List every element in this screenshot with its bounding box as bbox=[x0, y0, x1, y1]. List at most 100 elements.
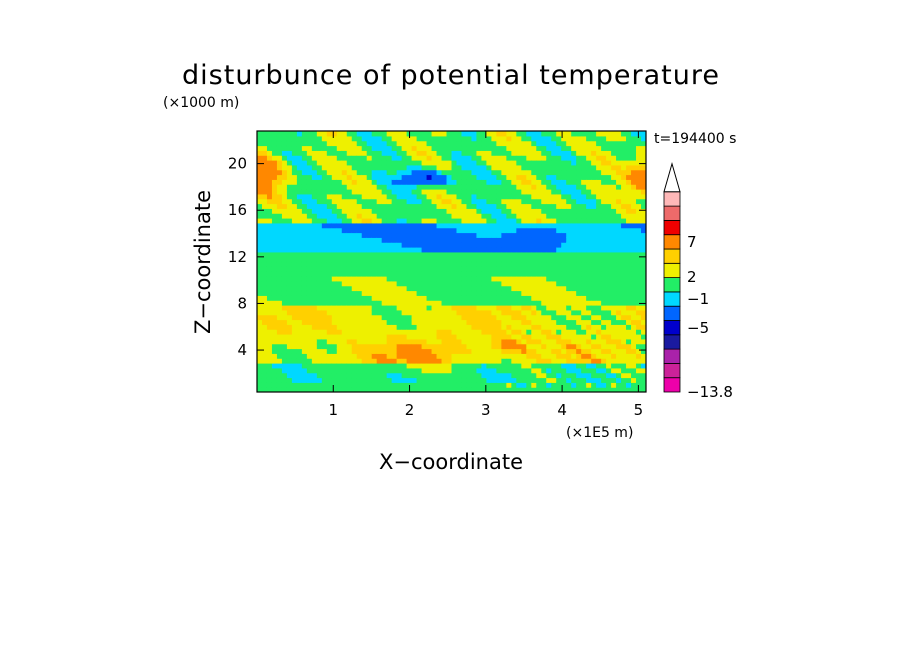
contour-cell bbox=[591, 135, 597, 142]
contour-cell bbox=[306, 261, 313, 267]
contour-cell bbox=[321, 338, 328, 345]
contour-cell bbox=[461, 222, 468, 229]
contour-cell bbox=[261, 324, 268, 330]
contour-cell bbox=[266, 150, 273, 156]
contour-cell bbox=[506, 319, 512, 325]
contour-cell bbox=[321, 353, 328, 359]
contour-cell bbox=[301, 372, 308, 379]
contour-cell bbox=[536, 382, 542, 388]
contour-cell bbox=[561, 131, 567, 137]
contour-cell bbox=[356, 251, 363, 258]
contour-cell bbox=[566, 164, 572, 171]
contour-cell bbox=[626, 174, 632, 180]
contour-cell bbox=[326, 372, 333, 379]
contour-cell bbox=[636, 237, 642, 243]
contour-cell bbox=[466, 387, 473, 392]
contour-cell bbox=[396, 198, 403, 205]
contour-cell bbox=[401, 198, 408, 205]
contour-cell bbox=[271, 222, 278, 229]
contour-cell bbox=[441, 290, 448, 296]
contour-cell bbox=[376, 227, 383, 234]
contour-cell bbox=[456, 242, 463, 248]
contour-cell bbox=[436, 309, 443, 316]
contour-cell bbox=[551, 290, 557, 296]
contour-cell bbox=[476, 363, 483, 369]
contour-cell bbox=[316, 179, 323, 185]
contour-cell bbox=[631, 305, 637, 311]
contour-cell bbox=[276, 208, 283, 214]
contour-cell bbox=[556, 135, 562, 142]
contour-cell bbox=[476, 285, 483, 292]
contour-cell bbox=[416, 372, 423, 379]
contour-cell bbox=[536, 295, 542, 301]
contour-cell bbox=[526, 193, 532, 200]
contour-cell bbox=[271, 367, 278, 374]
contour-cell bbox=[606, 164, 612, 171]
contour-cell bbox=[601, 237, 607, 243]
y-tick-label: 12 bbox=[228, 248, 247, 266]
contour-cell bbox=[411, 271, 418, 277]
contour-cell bbox=[631, 218, 637, 224]
contour-cell bbox=[321, 150, 328, 156]
contour-cell bbox=[456, 319, 463, 325]
contour-cell bbox=[257, 135, 263, 142]
contour-cell bbox=[366, 227, 373, 234]
contour-cell bbox=[471, 256, 478, 263]
contour-cell bbox=[261, 237, 268, 243]
contour-cell bbox=[626, 309, 632, 316]
contour-cell bbox=[271, 256, 278, 263]
contour-cell bbox=[571, 131, 577, 137]
contour-cell bbox=[376, 382, 383, 388]
contour-cell bbox=[591, 363, 597, 369]
contour-cell bbox=[511, 271, 517, 277]
contour-cell bbox=[386, 280, 393, 287]
contour-cell bbox=[526, 131, 532, 137]
contour-cell bbox=[491, 193, 497, 200]
contour-cell bbox=[276, 227, 283, 234]
contour-cell bbox=[506, 208, 512, 214]
contour-cell bbox=[401, 251, 408, 258]
contour-cell bbox=[261, 266, 268, 272]
contour-cell bbox=[436, 232, 443, 238]
contour-cell bbox=[476, 242, 483, 248]
contour-cell bbox=[321, 131, 328, 137]
contour-cell bbox=[521, 140, 527, 147]
contour-cell bbox=[491, 338, 497, 345]
contour-cell bbox=[416, 334, 423, 340]
contour-cell bbox=[496, 372, 502, 379]
contour-cell bbox=[346, 261, 353, 267]
contour-cell bbox=[436, 145, 443, 151]
contour-cell bbox=[416, 387, 423, 392]
contour-cell bbox=[581, 372, 587, 379]
contour-cell bbox=[436, 169, 443, 176]
contour-cell bbox=[316, 174, 323, 180]
contour-cell bbox=[316, 131, 323, 137]
contour-cell bbox=[501, 169, 507, 176]
contour-cell bbox=[341, 348, 348, 354]
contour-cell bbox=[456, 251, 463, 258]
contour-cell bbox=[591, 309, 597, 316]
contour-cell bbox=[416, 131, 423, 137]
contour-cell bbox=[426, 174, 433, 180]
contour-cell bbox=[301, 203, 308, 209]
contour-cell bbox=[336, 377, 343, 383]
contour-cell bbox=[621, 155, 627, 161]
contour-cell bbox=[541, 189, 547, 195]
contour-cell bbox=[286, 329, 293, 335]
contour-cell bbox=[626, 266, 632, 272]
contour-cell bbox=[351, 295, 358, 301]
contour-cell bbox=[456, 131, 463, 137]
contour-cell bbox=[591, 189, 597, 195]
contour-cell bbox=[511, 305, 517, 311]
contour-cell bbox=[446, 305, 453, 311]
contour-cell bbox=[571, 285, 577, 292]
contour-cell bbox=[411, 213, 418, 219]
contour-cell bbox=[516, 222, 522, 229]
contour-cell bbox=[356, 155, 363, 161]
contour-cell bbox=[326, 222, 333, 229]
contour-cell bbox=[451, 242, 458, 248]
contour-cell bbox=[516, 363, 522, 369]
contour-cell bbox=[481, 377, 488, 383]
contour-cell bbox=[276, 145, 283, 151]
contour-cell bbox=[591, 198, 597, 205]
